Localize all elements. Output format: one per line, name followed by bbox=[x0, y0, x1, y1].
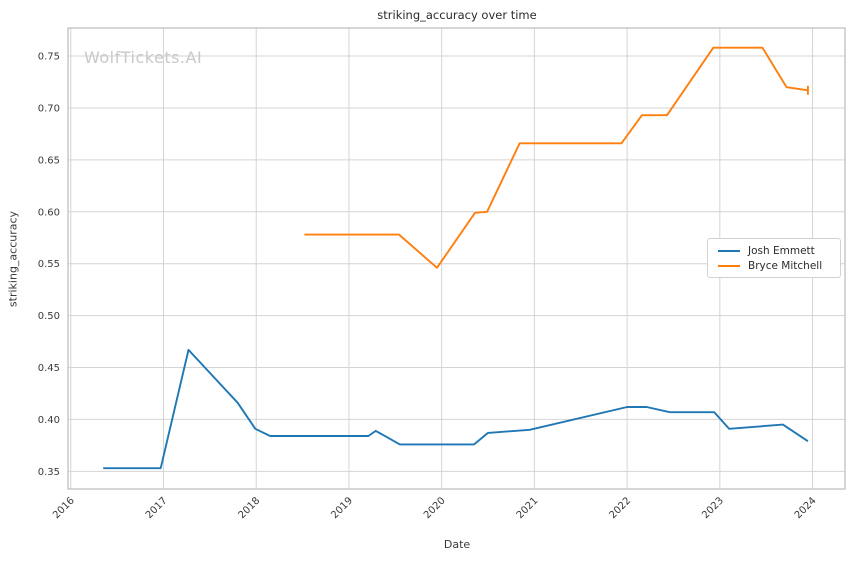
legend: Josh Emmett Bryce Mitchell bbox=[707, 238, 841, 278]
legend-line-swatch bbox=[718, 250, 740, 252]
legend-line-swatch bbox=[718, 265, 740, 267]
x-tick-label: 2016 bbox=[51, 495, 77, 521]
y-tick-label: 0.70 bbox=[38, 103, 60, 114]
y-tick-label: 0.65 bbox=[38, 155, 60, 166]
x-tick-label: 2023 bbox=[700, 495, 726, 521]
axes-spines bbox=[67, 27, 846, 490]
y-tick-label: 0.40 bbox=[38, 415, 60, 426]
x-tick-label: 2017 bbox=[144, 495, 170, 521]
x-tick-label: 2024 bbox=[793, 495, 819, 521]
y-tick-label: 0.75 bbox=[38, 52, 60, 63]
legend-item: Josh Emmett bbox=[718, 244, 832, 258]
legend-item: Bryce Mitchell bbox=[718, 259, 832, 273]
y-tick-label: 0.60 bbox=[38, 207, 60, 218]
legend-label: Josh Emmett bbox=[748, 245, 815, 257]
x-tick-label: 2021 bbox=[515, 495, 541, 521]
y-tick-label: 0.50 bbox=[38, 311, 60, 322]
y-tick-label: 0.45 bbox=[38, 363, 60, 374]
x-tick-label: 2018 bbox=[237, 495, 263, 521]
x-axis-label: Date bbox=[443, 538, 471, 551]
watermark: WolfTickets.AI bbox=[84, 48, 203, 67]
legend-label: Bryce Mitchell bbox=[748, 260, 823, 272]
y-axis-label: striking_accuracy bbox=[6, 210, 20, 308]
series-line-bryce-mitchell bbox=[304, 46, 809, 269]
chart-title: striking_accuracy over time bbox=[377, 8, 537, 22]
x-tick-label: 2022 bbox=[607, 495, 633, 521]
series-line-josh-emmett bbox=[103, 348, 809, 470]
x-tick-label: 2020 bbox=[422, 495, 448, 521]
y-tick-label: 0.35 bbox=[38, 467, 60, 478]
y-tick-label: 0.55 bbox=[38, 259, 60, 270]
x-tick-label: 2019 bbox=[329, 495, 355, 521]
